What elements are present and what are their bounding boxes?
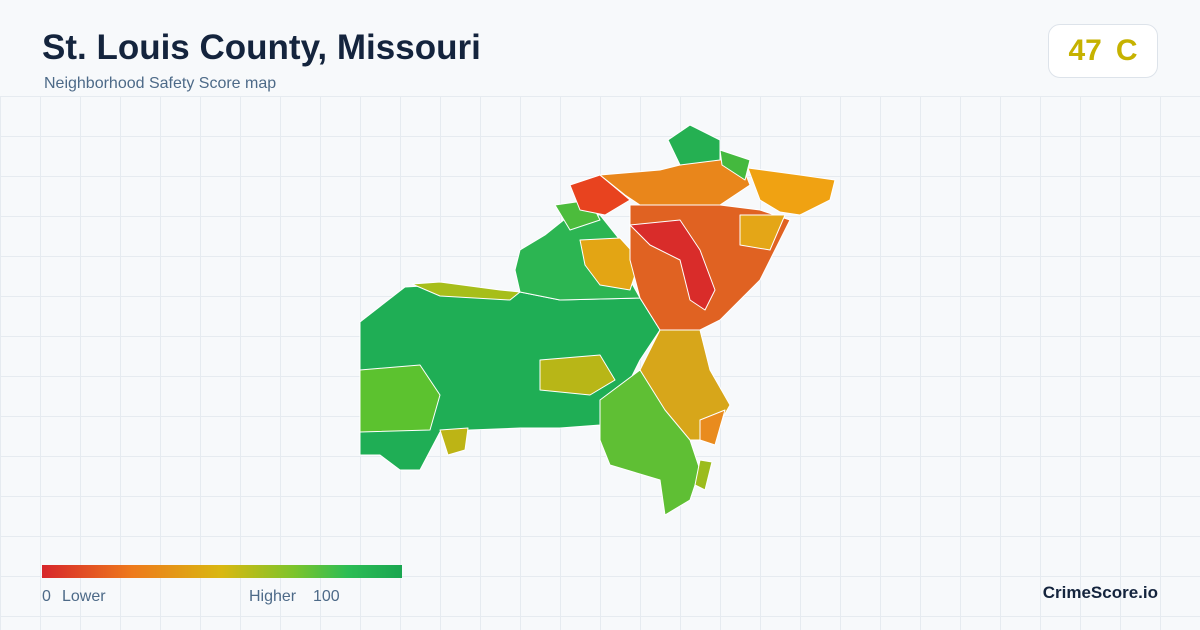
score-grade: C: [1115, 34, 1138, 67]
region: [719, 149, 751, 181]
region: [439, 427, 469, 456]
region: [539, 354, 616, 396]
score-value: 47: [1068, 34, 1102, 67]
region: [579, 237, 641, 291]
region: [629, 219, 716, 311]
legend-max: 100: [313, 588, 340, 605]
legend-min: 0: [42, 588, 51, 605]
subtitle: Neighborhood Safety Score map: [44, 75, 277, 92]
region: [359, 364, 441, 433]
region: [739, 214, 786, 251]
legend-max-label: Higher: [249, 588, 297, 605]
title: St. Louis County, Missouri: [42, 28, 481, 67]
legend-min-label: Lower: [62, 588, 106, 605]
region: [599, 369, 701, 516]
legend-gradient: [42, 565, 402, 578]
region: [699, 409, 726, 446]
region: [667, 124, 721, 166]
region: [694, 459, 713, 491]
region: [569, 174, 631, 216]
brand: CrimeScore.io: [1042, 583, 1158, 602]
score-badge: 47 C: [1048, 24, 1158, 78]
region: [747, 167, 836, 216]
